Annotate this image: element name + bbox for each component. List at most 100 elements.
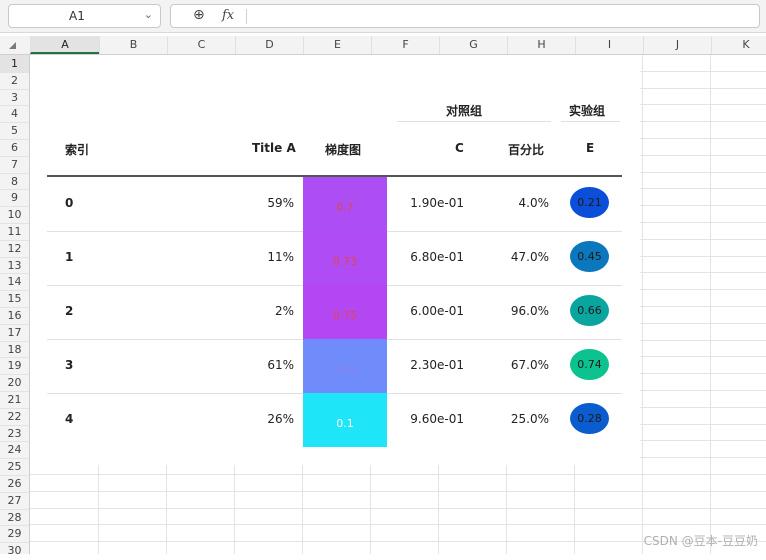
row-headers: 1 2 3 4 5 6 7 8 9 10 11 12 13 14 15 16 17 18 19 20 21 22 23 24 2…	[0, 55, 30, 557]
column-header-c[interactable]: C	[167, 36, 235, 54]
row-header-27[interactable]: 27	[0, 491, 29, 509]
row-header-25[interactable]: 25	[0, 458, 29, 475]
header-rule	[47, 175, 622, 177]
row-header-1[interactable]: 1	[0, 55, 29, 72]
gradient-value: 0.45	[332, 363, 358, 376]
col-header-e: E	[586, 141, 595, 155]
row-header-29[interactable]: 29	[0, 525, 29, 542]
row-header-6[interactable]: 6	[0, 139, 29, 156]
grid-hline	[30, 524, 766, 526]
row-header-16[interactable]: 16	[0, 307, 29, 324]
gradient-cell: 0.73	[303, 231, 387, 285]
row-header-19[interactable]: 19	[0, 357, 29, 374]
column-header-k[interactable]: K	[711, 36, 766, 54]
row-header-18[interactable]: 18	[0, 340, 29, 358]
grid-hline	[30, 490, 766, 492]
title-a-value: 61%	[267, 358, 294, 372]
percent-value: 67.0%	[510, 358, 549, 372]
row-header-8[interactable]: 8	[0, 172, 29, 190]
row-header-10[interactable]: 10	[0, 206, 29, 223]
row-header-30[interactable]: 30	[0, 542, 29, 559]
group-header-experiment: 实验组	[569, 104, 606, 118]
gradient-value: 0.75	[332, 309, 358, 322]
group-header-control: 对照组	[446, 104, 483, 118]
select-all-icon	[9, 42, 16, 49]
gradient-cell: 0.75	[303, 285, 387, 339]
c-value: 6.80e-01	[410, 250, 464, 264]
column-header-e[interactable]: E	[303, 36, 371, 54]
c-value: 9.60e-01	[410, 412, 464, 426]
row-index: 2	[65, 304, 74, 318]
grid-vline	[710, 55, 711, 554]
formula-separator	[246, 9, 247, 24]
gradient-value: 0.7	[336, 201, 354, 214]
row-header-17[interactable]: 17	[0, 323, 29, 341]
grid-hline	[30, 474, 766, 475]
row-header-24[interactable]: 24	[0, 441, 29, 458]
formula-bar: A1 ⌄ ⊕ fx	[0, 0, 766, 33]
row-header-3[interactable]: 3	[0, 88, 29, 106]
percent-value: 47.0%	[510, 250, 549, 264]
row-header-12[interactable]: 12	[0, 239, 29, 257]
function-icon[interactable]: fx	[222, 8, 235, 23]
row-header-28[interactable]: 28	[0, 508, 29, 526]
title-a-value: 26%	[267, 412, 294, 426]
col-header-index: 索引	[65, 143, 90, 157]
c-value: 1.90e-01	[410, 196, 464, 210]
gradient-cell: 0.7	[303, 177, 387, 231]
column-header-f[interactable]: F	[371, 36, 439, 54]
percent-value: 25.0%	[510, 412, 549, 426]
title-a-value: 2%	[274, 304, 294, 318]
row-header-20[interactable]: 20	[0, 374, 29, 391]
col-header-gradient: 梯度图	[325, 143, 362, 157]
row-header-26[interactable]: 26	[0, 475, 29, 492]
zoom-in-icon[interactable]: ⊕	[193, 7, 205, 23]
formula-input-area[interactable]: ⊕ fx	[170, 4, 760, 28]
row-index: 0	[65, 196, 74, 210]
row-index: 1	[65, 250, 74, 264]
row-header-14[interactable]: 14	[0, 273, 29, 290]
gradient-value: 0.73	[332, 255, 358, 268]
group-underline-experiment	[561, 121, 620, 122]
col-header-title-a: Title A	[252, 141, 296, 155]
row-index: 4	[65, 412, 74, 426]
percent-value: 96.0%	[510, 304, 549, 318]
grid-hline	[30, 507, 766, 509]
title-a-value: 11%	[267, 250, 294, 264]
row-header-21[interactable]: 21	[0, 391, 29, 408]
row-header-5[interactable]: 5	[0, 122, 29, 139]
percent-value: 4.0%	[518, 196, 550, 210]
e-value-pill: 0.28	[570, 403, 609, 434]
group-underline-control	[397, 121, 551, 122]
row-header-22[interactable]: 22	[0, 407, 29, 425]
styled-table-image: 对照组 实验组 索引 Title A 梯度图 C 百分比 E 0 59% 0.7 1.…	[30, 55, 640, 465]
column-header-i[interactable]: I	[575, 36, 643, 54]
name-box[interactable]: A1 ⌄	[8, 4, 161, 28]
watermark: CSDN @豆本-豆豆奶	[643, 534, 758, 548]
column-header-d[interactable]: D	[235, 36, 303, 54]
column-header-a[interactable]: A	[30, 36, 99, 54]
col-header-percent: 百分比	[508, 143, 545, 157]
row-header-13[interactable]: 13	[0, 256, 29, 274]
chevron-down-icon[interactable]: ⌄	[143, 8, 153, 21]
column-header-b[interactable]: B	[99, 36, 167, 54]
row-header-23[interactable]: 23	[0, 424, 29, 442]
e-value-pill: 0.21	[570, 187, 609, 218]
row-header-15[interactable]: 15	[0, 290, 29, 307]
c-value: 2.30e-01	[410, 358, 464, 372]
grid-hline	[30, 541, 766, 543]
column-header-h[interactable]: H	[507, 36, 575, 54]
e-value-pill: 0.45	[570, 241, 609, 272]
select-all-corner[interactable]	[0, 36, 30, 55]
row-header-4[interactable]: 4	[0, 105, 29, 122]
row-header-7[interactable]: 7	[0, 155, 29, 173]
c-value: 6.00e-01	[410, 304, 464, 318]
row-header-11[interactable]: 11	[0, 223, 29, 240]
row-header-9[interactable]: 9	[0, 189, 29, 206]
gradient-value: 0.1	[336, 417, 354, 430]
col-header-c: C	[455, 141, 464, 155]
row-header-2[interactable]: 2	[0, 71, 29, 89]
column-header-j[interactable]: J	[643, 36, 711, 54]
column-header-g[interactable]: G	[439, 36, 507, 54]
